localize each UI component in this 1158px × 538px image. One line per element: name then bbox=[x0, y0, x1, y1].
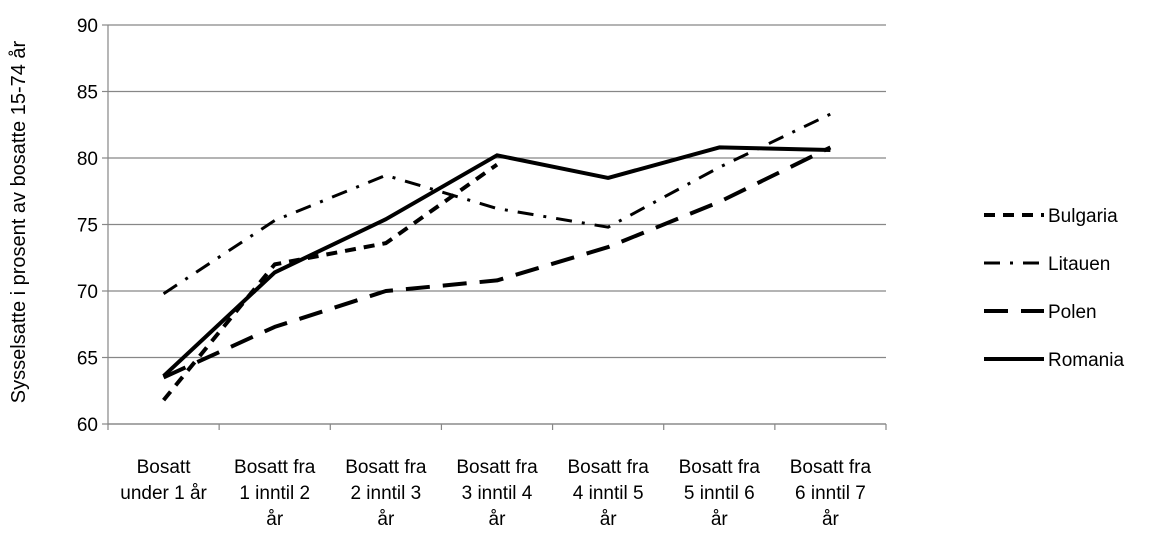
series-line-romania bbox=[162, 145, 831, 378]
legend-label-litauen: Litauen bbox=[1048, 254, 1110, 275]
x-category-label: Bosatt fra 6 inntil 7 år bbox=[790, 457, 872, 530]
y-tick-label: 70 bbox=[77, 282, 98, 303]
y-axis-title: Sysselsatte i prosent av bosatte 15-74 å… bbox=[8, 40, 30, 403]
y-tick-label: 60 bbox=[77, 415, 98, 436]
series-lines bbox=[162, 112, 832, 402]
y-tick-label: 80 bbox=[77, 149, 98, 170]
y-tick-labels: 60 65 70 75 80 85 90 bbox=[77, 16, 98, 436]
y-tick-label: 90 bbox=[77, 16, 98, 37]
x-category-labels: Bosatt under 1 år Bosatt fra 1 inntil 2 år Bo… bbox=[120, 457, 871, 530]
x-category-label: Bosatt fra 2 inntil 3 år bbox=[345, 457, 427, 530]
axes bbox=[102, 24, 887, 430]
gridlines bbox=[108, 24, 886, 425]
series-line-bulgaria bbox=[162, 162, 499, 402]
y-tick-label: 85 bbox=[77, 83, 98, 104]
legend: Bulgaria Litauen Polen Romania bbox=[984, 206, 1124, 371]
legend-label-polen: Polen bbox=[1048, 302, 1097, 323]
x-category-label: Bosatt fra 5 inntil 6 år bbox=[679, 457, 761, 530]
y-tick-label: 65 bbox=[77, 349, 98, 370]
x-category-label: Bosatt fra 3 inntil 4 år bbox=[456, 457, 538, 530]
legend-label-romania: Romania bbox=[1048, 350, 1124, 371]
x-category-label: Bosatt under 1 år bbox=[120, 457, 207, 504]
series-line-polen bbox=[162, 145, 832, 380]
y-tick-label: 75 bbox=[77, 216, 98, 237]
x-category-label: Bosatt fra 4 inntil 5 år bbox=[567, 457, 649, 530]
legend-label-bulgaria: Bulgaria bbox=[1048, 206, 1118, 227]
x-category-label: Bosatt fra 1 inntil 2 år bbox=[234, 457, 316, 530]
series-line-litauen bbox=[162, 112, 832, 295]
